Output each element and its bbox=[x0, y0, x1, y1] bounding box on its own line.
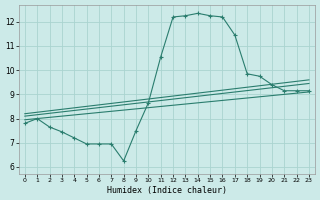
X-axis label: Humidex (Indice chaleur): Humidex (Indice chaleur) bbox=[107, 186, 227, 195]
